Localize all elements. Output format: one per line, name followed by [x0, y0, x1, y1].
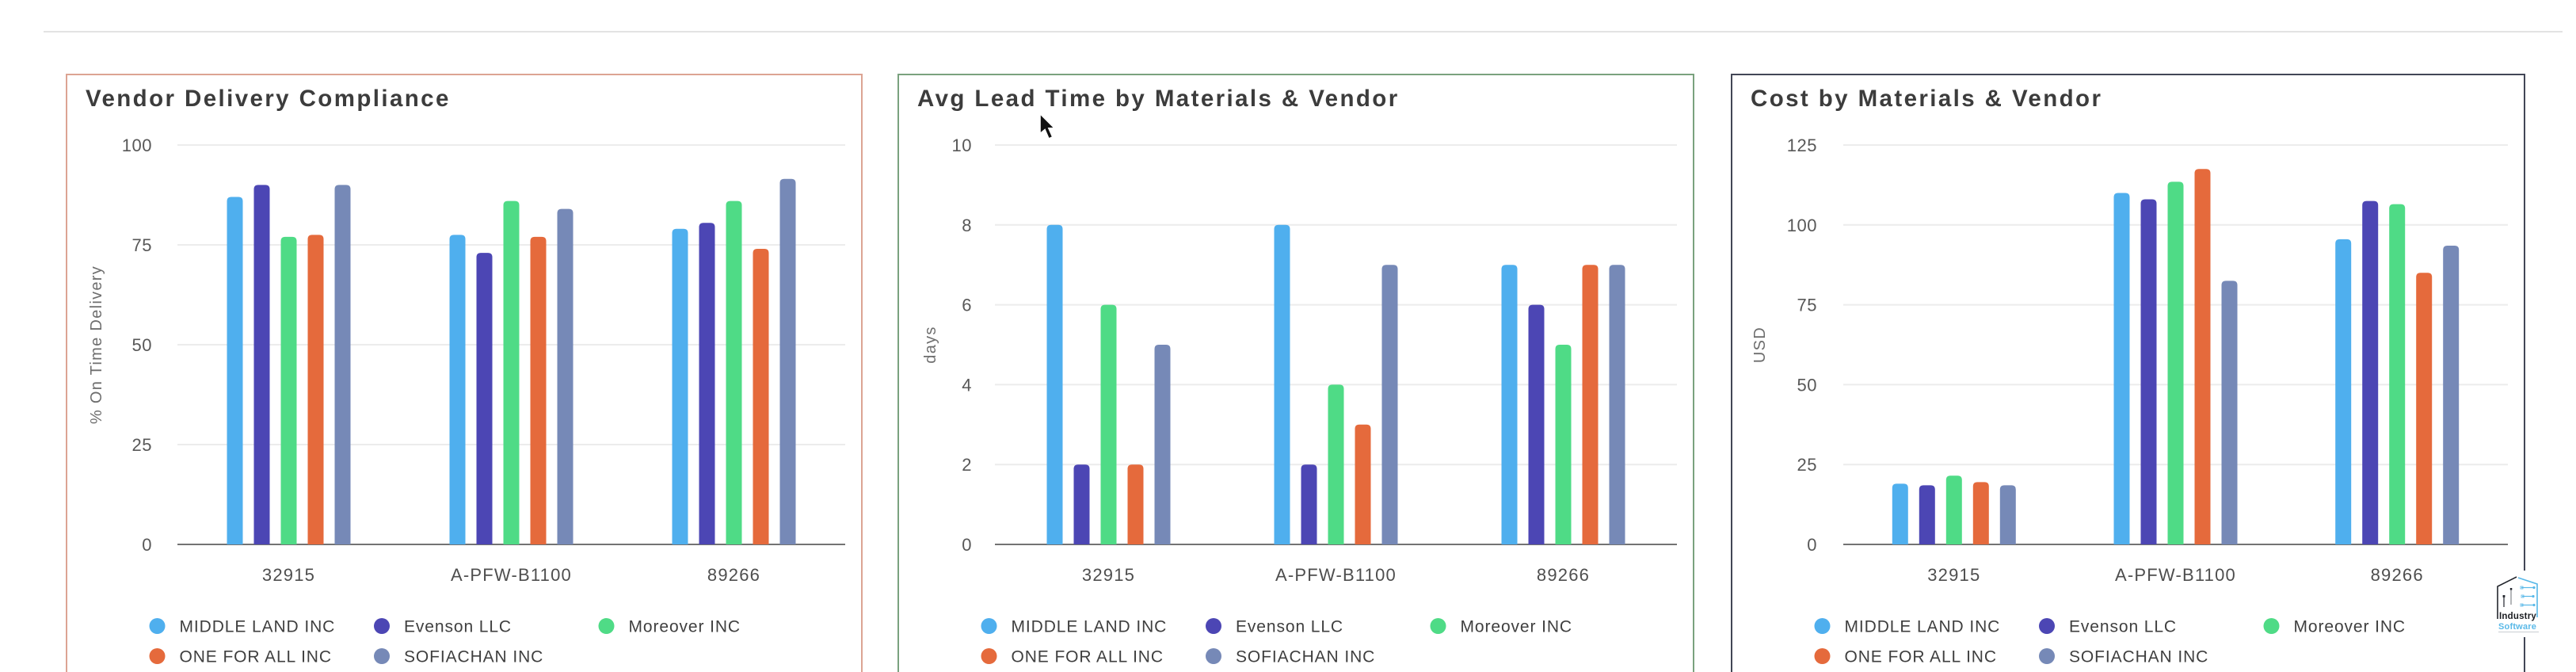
svg-text:SOFIACHAN INC: SOFIACHAN INC: [2069, 648, 2208, 666]
svg-text:6: 6: [962, 296, 972, 315]
svg-text:Evenson LLC: Evenson LLC: [2069, 618, 2177, 636]
svg-text:32915: 32915: [1082, 565, 1135, 585]
svg-text:0: 0: [962, 535, 972, 555]
svg-text:A-PFW-B1100: A-PFW-B1100: [451, 565, 572, 585]
svg-text:days: days: [922, 326, 939, 363]
svg-text:100: 100: [1787, 216, 1817, 235]
svg-text:25: 25: [132, 435, 152, 455]
svg-text:4: 4: [962, 375, 972, 395]
svg-text:ONE FOR ALL INC: ONE FOR ALL INC: [1012, 648, 1164, 666]
svg-text:A-PFW-B1100: A-PFW-B1100: [2115, 565, 2236, 585]
svg-text:MIDDLE LAND INC: MIDDLE LAND INC: [1012, 618, 1168, 636]
svg-text:Vendor Delivery Compliance: Vendor Delivery Compliance: [86, 86, 451, 112]
svg-text:Moreover INC: Moreover INC: [629, 618, 741, 636]
svg-text:MIDDLE LAND INC: MIDDLE LAND INC: [1845, 618, 2001, 636]
svg-text:Moreover INC: Moreover INC: [2294, 618, 2406, 636]
svg-text:Cost by Materials & Vendor: Cost by Materials & Vendor: [1751, 86, 2102, 112]
svg-text:0: 0: [142, 535, 152, 555]
svg-text:125: 125: [1787, 136, 1817, 155]
svg-text:Evenson LLC: Evenson LLC: [1236, 618, 1343, 636]
svg-text:Evenson LLC: Evenson LLC: [404, 618, 512, 636]
svg-text:Software: Software: [2498, 622, 2536, 632]
svg-text:2: 2: [962, 455, 972, 475]
svg-text:75: 75: [1797, 296, 1817, 315]
svg-text:ONE FOR ALL INC: ONE FOR ALL INC: [1845, 648, 1997, 666]
svg-text:Industry: Industry: [2499, 612, 2536, 621]
svg-text:A-PFW-B1100: A-PFW-B1100: [1275, 565, 1397, 585]
svg-text:50: 50: [1797, 375, 1817, 395]
svg-text:Moreover INC: Moreover INC: [1461, 618, 1573, 636]
svg-text:32915: 32915: [262, 565, 315, 585]
svg-text:8: 8: [962, 216, 972, 235]
svg-text:10: 10: [952, 136, 972, 155]
svg-text:100: 100: [122, 136, 152, 155]
svg-text:USD: USD: [1751, 326, 1769, 363]
svg-text:50: 50: [132, 335, 152, 355]
svg-text:SOFIACHAN INC: SOFIACHAN INC: [1236, 648, 1375, 666]
svg-text:25: 25: [1797, 455, 1817, 475]
svg-text:32915: 32915: [1927, 565, 1980, 585]
svg-text:89266: 89266: [1537, 565, 1590, 585]
svg-text:75: 75: [132, 235, 152, 255]
svg-text:89266: 89266: [2371, 565, 2424, 585]
svg-text:MIDDLE LAND INC: MIDDLE LAND INC: [180, 618, 336, 636]
svg-text:ONE FOR ALL INC: ONE FOR ALL INC: [180, 648, 332, 666]
svg-text:SOFIACHAN INC: SOFIACHAN INC: [404, 648, 543, 666]
svg-text:Avg Lead Time by Materials & V: Avg Lead Time by Materials & Vendor: [917, 86, 1400, 112]
svg-text:% On Time Delivery: % On Time Delivery: [88, 265, 105, 424]
svg-text:0: 0: [1807, 535, 1817, 555]
svg-text:89266: 89266: [707, 565, 760, 585]
